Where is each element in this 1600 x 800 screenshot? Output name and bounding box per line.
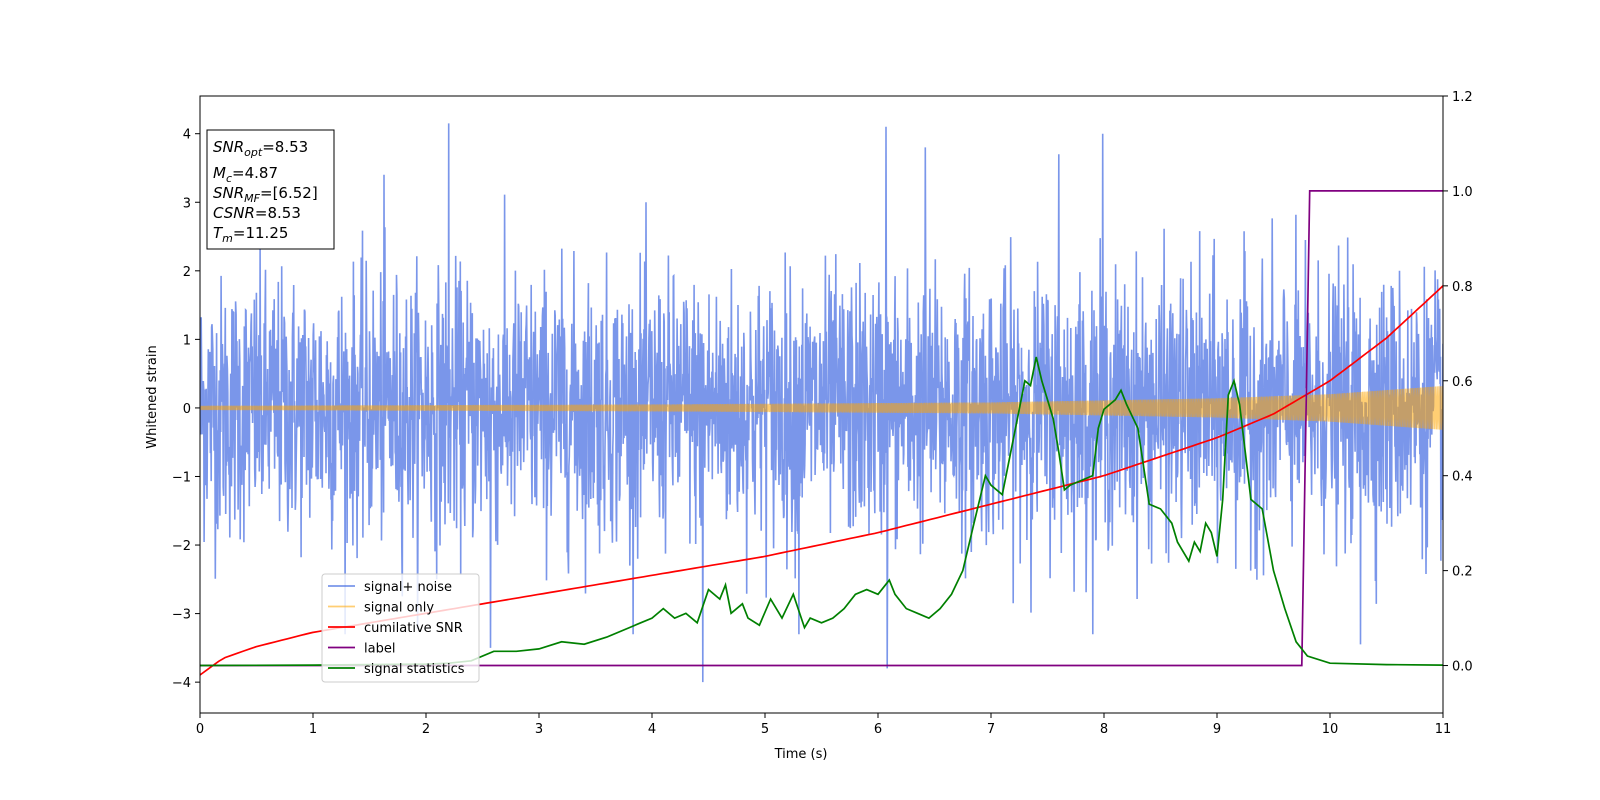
x-tick-label: 5 <box>761 722 769 737</box>
info-line-value: =11.25 <box>233 224 289 242</box>
info-line-subscript: opt <box>244 146 263 159</box>
info-line-subscript: m <box>222 232 233 245</box>
legend-label: label <box>364 642 395 657</box>
x-tick-label: 1 <box>309 722 317 737</box>
y2-tick-label: 0.4 <box>1452 470 1473 485</box>
legend-frame <box>321 573 480 683</box>
info-line-value: =4.87 <box>232 164 278 182</box>
info-line: SNRMF=[6.52] <box>213 184 318 205</box>
x-tick-label: 10 <box>1322 722 1339 737</box>
info-line-value: =8.53 <box>255 204 301 222</box>
info-line-symbol: CSNR <box>213 204 255 222</box>
info-line-symbol: SNR <box>213 184 244 202</box>
y2-tick-label: 1.0 <box>1452 185 1473 200</box>
y-tick-label: 0 <box>183 402 191 417</box>
info-line-subscript: c <box>226 172 232 185</box>
info-line-symbol: T <box>213 224 224 242</box>
y-tick-label: −2 <box>172 539 191 554</box>
axes: 0 1 2 3 4 5 6 7 8 9 10 11 −4 −3 −2 −1 0 1 2 3 4 0.0 0.2 0.4 0.6 0… <box>172 90 1473 737</box>
y2-tick-label: 1.2 <box>1452 90 1473 105</box>
signal-statistics-line <box>200 356 1443 667</box>
label-line <box>200 190 1443 667</box>
info-line-value: =[6.52] <box>260 184 318 202</box>
legend-label: cumilative SNR <box>364 621 463 636</box>
info-line: SNRopt=8.53 <box>213 138 308 159</box>
info-line-subscript: MF <box>244 192 260 205</box>
signal-only-line <box>200 386 1443 430</box>
plot-frame <box>199 95 1444 714</box>
y2-tick-label: 0.0 <box>1452 660 1473 675</box>
info-line-symbol: M <box>213 164 226 182</box>
x-tick-label: 0 <box>196 722 204 737</box>
info-box-frame <box>206 129 335 250</box>
x-tick-label: 6 <box>874 722 882 737</box>
signal-noise-line <box>200 123 1443 683</box>
x-tick-label: 7 <box>987 722 995 737</box>
y-tick-label: 3 <box>183 196 191 211</box>
x-tick-label: 3 <box>535 722 543 737</box>
info-line: Mc=4.87 <box>213 164 278 185</box>
legend: signal+ noise signal only cumilative SNR la… <box>321 573 480 683</box>
info-line: CSNR=8.53 <box>213 204 301 222</box>
legend-label: signal statistics <box>364 662 465 677</box>
y2-tick-label: 0.6 <box>1452 375 1473 390</box>
y-tick-label: 4 <box>183 128 191 143</box>
x-axis-label: Time (s) <box>774 747 828 762</box>
y2-tick-label: 0.2 <box>1452 565 1473 580</box>
y-tick-label: −4 <box>172 676 191 691</box>
x-tick-label: 4 <box>648 722 656 737</box>
signal-noise-series <box>200 123 1443 683</box>
signal-only-series <box>200 386 1443 430</box>
y-tick-label: 2 <box>183 265 191 280</box>
legend-label: signal only <box>364 601 434 616</box>
x-tick-label: 11 <box>1435 722 1452 737</box>
y-tick-label: 1 <box>183 333 191 348</box>
y-tick-label: −1 <box>172 470 191 485</box>
y-tick-label: −3 <box>172 608 191 623</box>
info-box: SNRopt=8.53Mc=4.87SNRMF=[6.52]CSNR=8.53T… <box>206 129 335 250</box>
legend-label: signal+ noise <box>364 580 452 595</box>
y-axis-label: Whitened strain <box>145 345 160 448</box>
x-tick-label: 2 <box>422 722 430 737</box>
y2-tick-label: 0.8 <box>1452 280 1473 295</box>
x-tick-label: 9 <box>1213 722 1221 737</box>
x-tick-label: 8 <box>1100 722 1108 737</box>
info-line-symbol: SNR <box>213 138 244 156</box>
info-line-value: =8.53 <box>262 138 308 156</box>
info-line: Tm=11.25 <box>213 224 288 245</box>
